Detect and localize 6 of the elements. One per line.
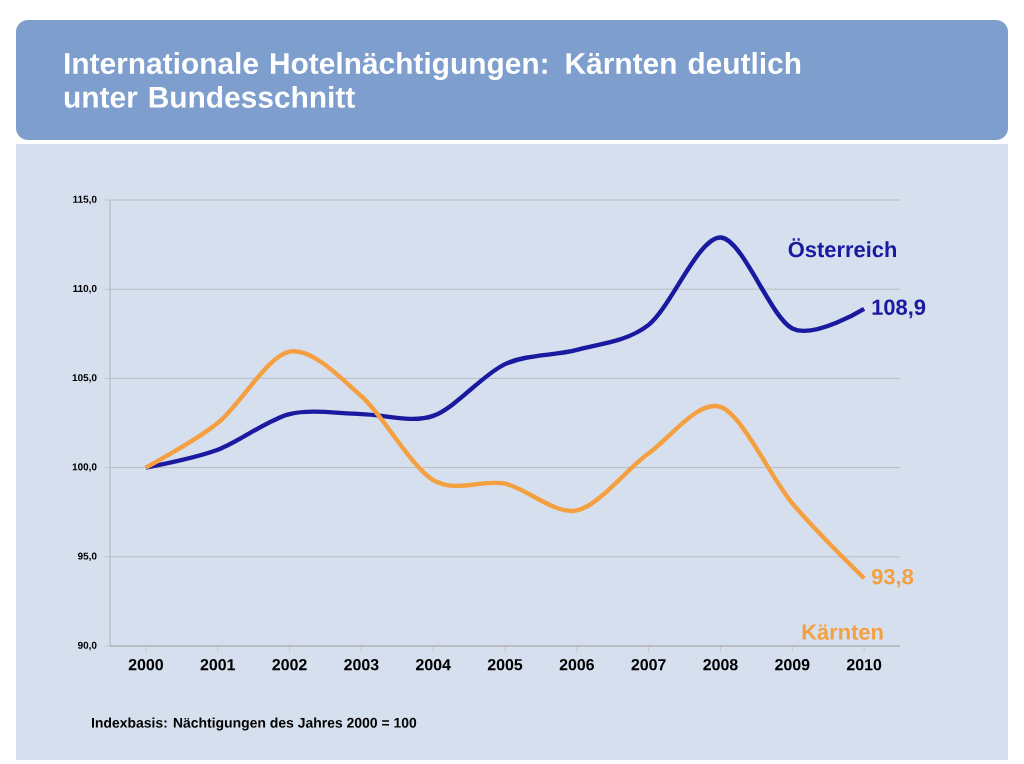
text: Kärnten: [802, 624, 883, 640]
series-label: Österreich: [788, 238, 897, 258]
line-series: [143, 349, 867, 581]
data-label: 108,9: [872, 299, 926, 319]
chart-title: Internationale Hotelnächtigungen: Kärnten deutlich unter Bundesschnitt: [64, 52, 801, 108]
data-label: 93,8: [871, 568, 914, 588]
